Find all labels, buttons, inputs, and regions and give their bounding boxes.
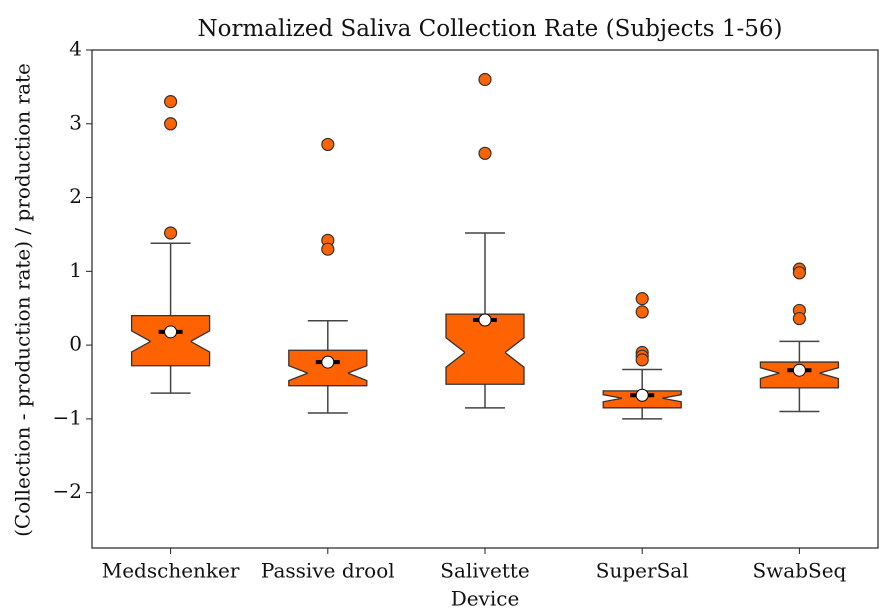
mean bbox=[321, 355, 335, 369]
y-tick-label: 0 bbox=[69, 332, 82, 356]
x-tick-label: Salivette bbox=[440, 559, 529, 583]
y-axis-label: (Collection - production rate) / product… bbox=[11, 63, 35, 537]
mean bbox=[792, 363, 806, 377]
outlier bbox=[164, 117, 178, 131]
outlier bbox=[635, 353, 649, 367]
mean bbox=[164, 325, 178, 339]
x-tick-label: Passive drool bbox=[261, 559, 395, 583]
outlier bbox=[321, 137, 335, 152]
outlier bbox=[164, 226, 178, 240]
outlier bbox=[164, 95, 178, 109]
y-tick-label: −2 bbox=[53, 479, 82, 503]
y-tick-label: −1 bbox=[53, 405, 82, 429]
x-tick-label: SwabSeq bbox=[752, 559, 846, 583]
outlier bbox=[792, 266, 807, 280]
box bbox=[445, 313, 525, 385]
x-axis-label: Device bbox=[451, 587, 520, 611]
outlier bbox=[478, 146, 492, 160]
x-tick-label: Medschenker bbox=[102, 559, 240, 583]
y-tick-label: 3 bbox=[69, 110, 82, 134]
y-tick-label: 2 bbox=[69, 184, 82, 208]
outlier bbox=[635, 292, 649, 306]
chart-title: Normalized Saliva Collection Rate (Subje… bbox=[198, 16, 783, 42]
y-tick-label: 4 bbox=[69, 37, 82, 61]
outlier bbox=[321, 242, 335, 256]
mean bbox=[478, 313, 492, 327]
x-tick-label: SuperSal bbox=[596, 559, 689, 583]
outlier bbox=[478, 72, 492, 87]
mean bbox=[635, 388, 649, 402]
y-tick-label: 1 bbox=[69, 258, 82, 282]
outlier bbox=[792, 311, 807, 326]
outlier bbox=[635, 305, 649, 319]
